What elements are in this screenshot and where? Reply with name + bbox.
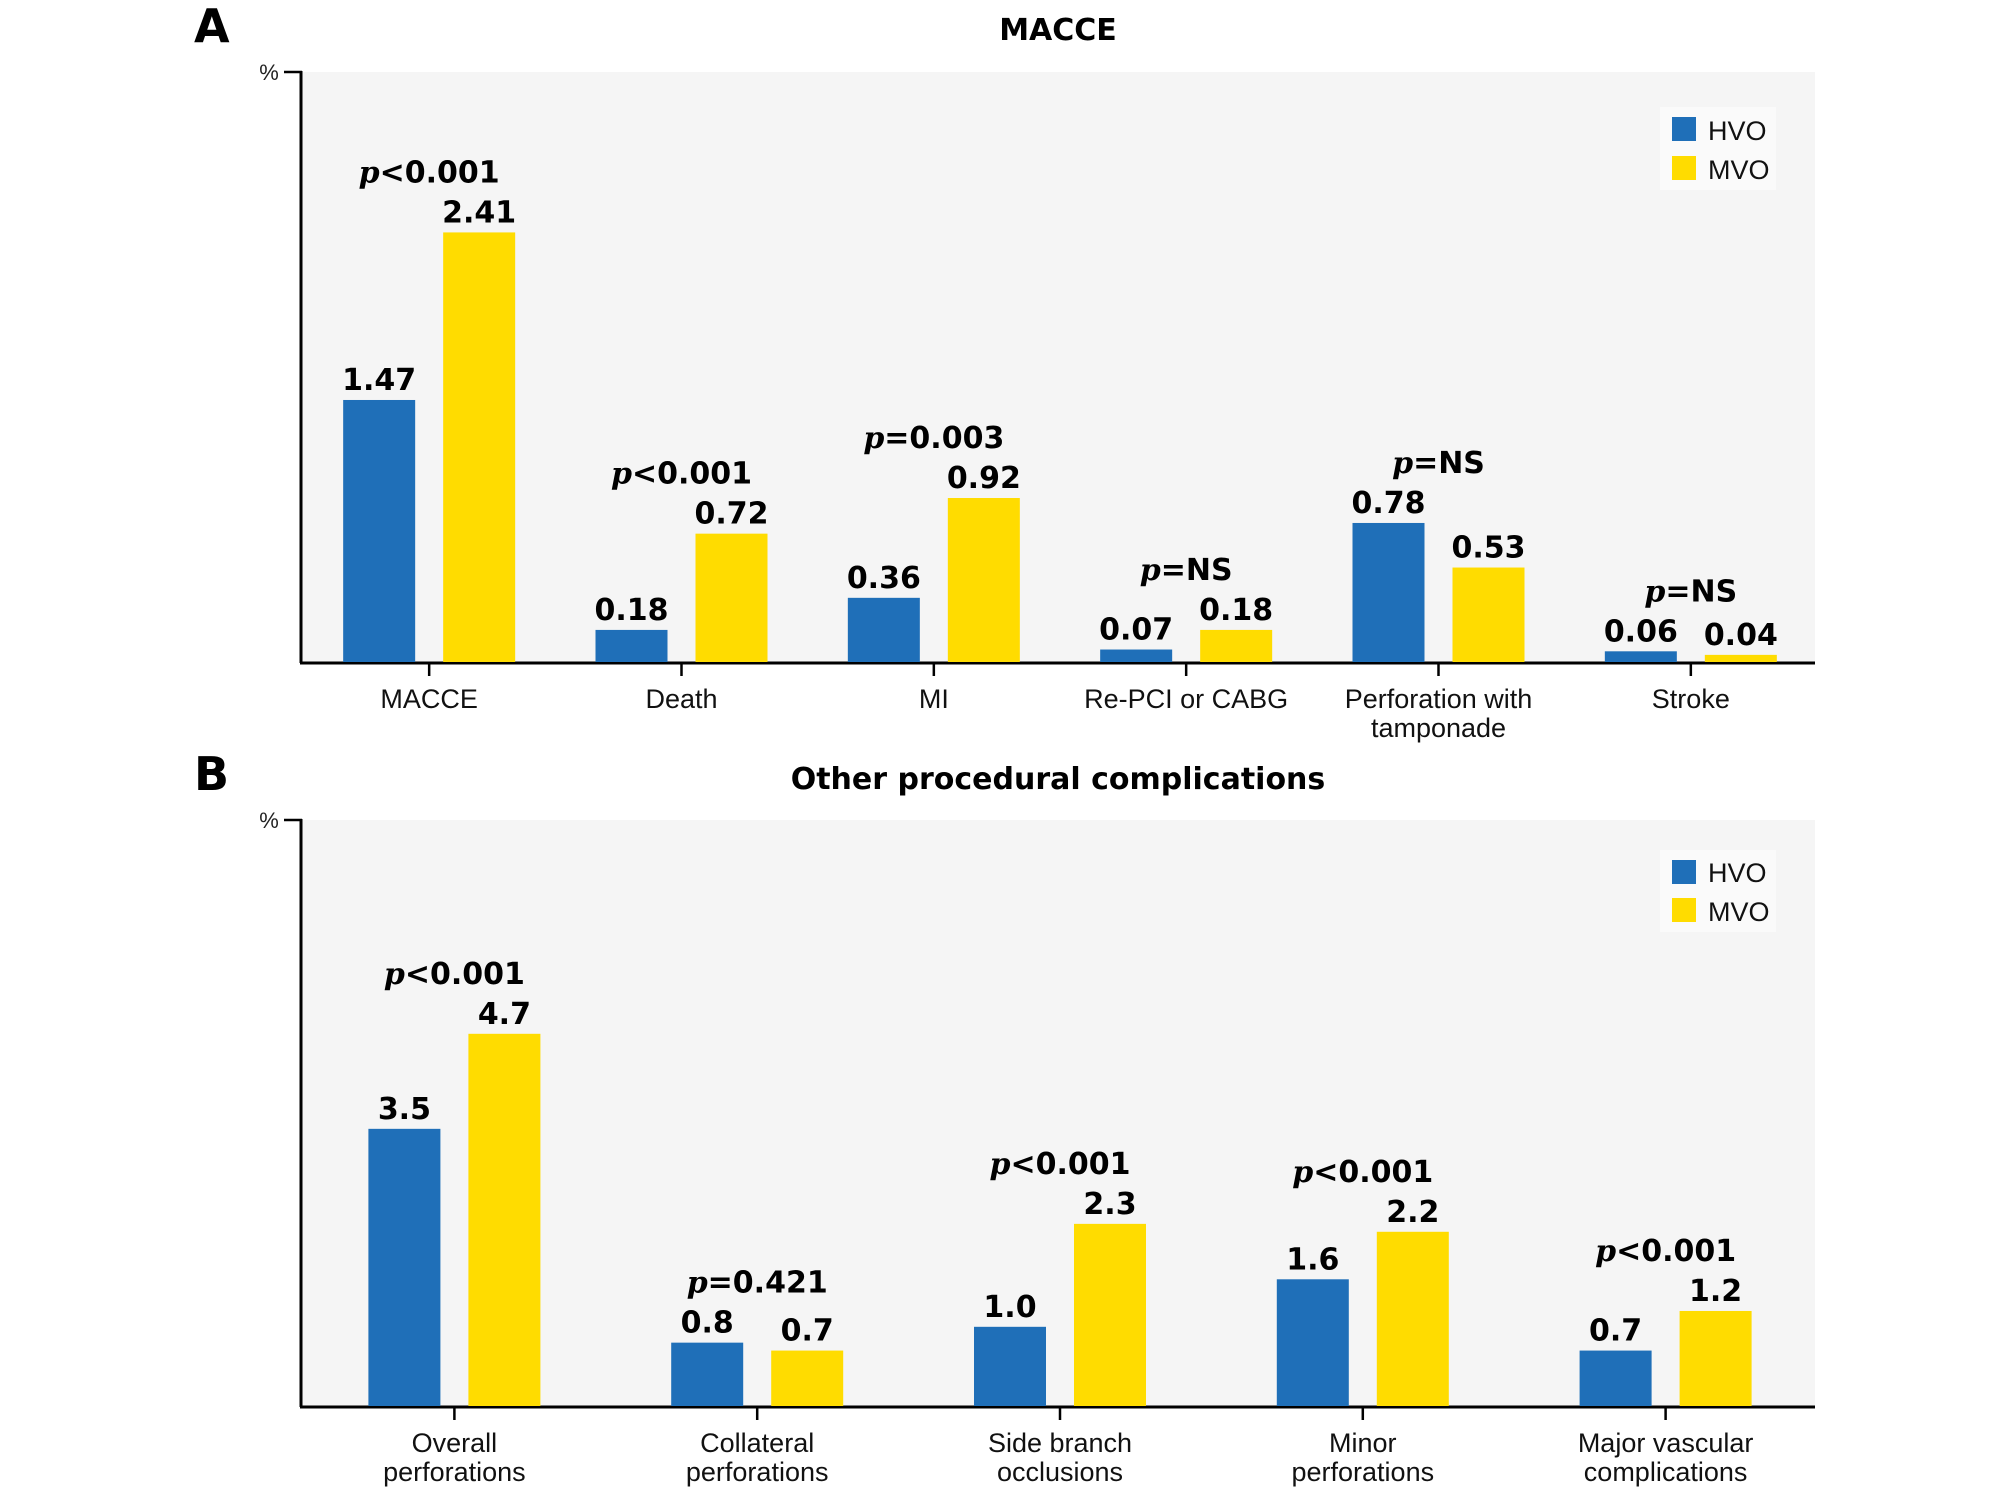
x-ticks: Overall perforations Collateral perforation… — [383, 1407, 1753, 1487]
bar-hvo — [1579, 1350, 1652, 1406]
p-value-annotation: p=NS — [1140, 553, 1233, 588]
bar-hvo — [1352, 522, 1425, 662]
bars — [343, 232, 1777, 662]
data-label: 2.41 — [442, 195, 516, 230]
bar-hvo — [974, 1326, 1046, 1406]
data-label: 1.0 — [983, 1290, 1036, 1325]
legend-label-mvo: MVO — [1708, 155, 1770, 185]
bar-mvo — [1074, 1223, 1146, 1406]
legend: HVO MVO — [1660, 107, 1776, 190]
data-label: 0.78 — [1351, 486, 1425, 521]
bar-mvo — [947, 498, 1020, 662]
p-value-annotation: p<0.001 — [1292, 1155, 1433, 1190]
data-label: 3.5 — [378, 1092, 431, 1127]
panel-b-title: Other procedural complications — [791, 762, 1326, 797]
bar-hvo — [343, 399, 416, 662]
p-value-annotation: p=NS — [1392, 446, 1485, 481]
x-tick-label: MI — [919, 684, 949, 714]
data-label: 2.2 — [1386, 1195, 1439, 1230]
panel-letter-a: A — [194, 0, 230, 53]
data-labels: 3.5 4.7 p<0.001 0.8 0.7 p=0.421 1.0 2.3 p<0.001 1… — [378, 957, 1742, 1349]
bar-hvo — [595, 629, 668, 662]
x-tick-label: Stroke — [1652, 684, 1730, 714]
bar-hvo — [1604, 651, 1677, 662]
data-label: 0.92 — [947, 461, 1021, 496]
p-value-annotation: p<0.001 — [989, 1147, 1130, 1182]
panel-a-title: MACCE — [999, 13, 1117, 48]
data-label: 0.04 — [1704, 618, 1778, 653]
x-tick-label: Overall perforations — [383, 1428, 526, 1487]
p-value-annotation: p<0.001 — [384, 957, 525, 992]
y-axis-unit-label: % — [259, 808, 279, 833]
x-tick-label: Re-PCI or CABG — [1084, 684, 1288, 714]
x-tick-label: Collateral perforations — [686, 1428, 829, 1487]
bar-mvo — [695, 533, 768, 662]
bar-mvo — [1704, 654, 1777, 662]
bar-hvo — [847, 597, 920, 662]
data-labels: 1.47 2.41 p<0.001 0.18 0.72 p<0.001 0.36 0.92 p=… — [342, 155, 1778, 652]
x-tick-label: Death — [645, 684, 717, 714]
bar-mvo — [1376, 1231, 1449, 1406]
p-value-annotation: p<0.001 — [611, 457, 752, 492]
p-value-annotation: p=0.003 — [863, 421, 1004, 456]
legend-swatch-hvo — [1672, 117, 1696, 141]
bar-hvo — [1276, 1279, 1349, 1406]
legend-label-hvo: HVO — [1708, 116, 1767, 146]
data-label: 1.6 — [1286, 1242, 1339, 1277]
data-label: 0.36 — [847, 561, 921, 596]
data-label: 0.18 — [1199, 593, 1273, 628]
x-ticks: MACCE Death MI Re-PCI or CABG Perforation wi… — [380, 663, 1730, 743]
bars — [368, 1033, 1752, 1406]
legend-label-mvo: MVO — [1708, 897, 1770, 927]
panel-letter-b: B — [194, 747, 229, 801]
p-value-annotation: p=0.421 — [687, 1266, 828, 1301]
x-tick-label: Major vascular complications — [1578, 1428, 1754, 1487]
data-label: 0.8 — [681, 1306, 734, 1341]
legend-swatch-mvo — [1672, 898, 1696, 922]
x-tick-label: Side branch occlusions — [988, 1428, 1132, 1487]
data-label: 0.7 — [781, 1314, 834, 1349]
p-value-annotation: p=NS — [1644, 574, 1737, 609]
bar-hvo — [368, 1128, 441, 1406]
legend-swatch-hvo — [1672, 860, 1696, 884]
data-label: 0.72 — [694, 497, 768, 532]
data-label: 4.7 — [478, 997, 531, 1032]
bar-mvo — [443, 232, 516, 662]
x-tick-label: Perforation with tamponade — [1345, 684, 1533, 743]
bar-hvo — [1100, 649, 1173, 662]
panel-b: B Other procedural complications % 3.5 4.… — [194, 747, 1815, 1487]
bar-hvo — [671, 1342, 744, 1406]
bar-mvo — [1200, 629, 1273, 662]
data-label: 1.2 — [1689, 1274, 1742, 1309]
data-label: 2.3 — [1083, 1187, 1136, 1222]
data-label: 0.06 — [1604, 614, 1678, 649]
bar-mvo — [771, 1350, 844, 1406]
x-tick-label: Minor perforations — [1292, 1428, 1435, 1487]
data-label: 1.47 — [342, 363, 416, 398]
legend: HVO MVO — [1660, 850, 1776, 932]
legend-label-hvo: HVO — [1708, 858, 1767, 888]
data-label: 0.7 — [1589, 1314, 1642, 1349]
plot-area — [301, 72, 1815, 662]
panel-a: A MACCE % 1.47 2.41 p<0.001 0.18 0.72 p<0.001… — [194, 0, 1815, 743]
p-value-annotation: p<0.001 — [1595, 1234, 1736, 1269]
data-label: 0.18 — [594, 593, 668, 628]
bar-mvo — [1679, 1310, 1752, 1406]
bar-mvo — [468, 1033, 541, 1406]
bar-mvo — [1452, 567, 1525, 662]
legend-swatch-mvo — [1672, 156, 1696, 180]
data-label: 0.53 — [1451, 531, 1525, 566]
y-axis-unit-label: % — [259, 60, 279, 85]
data-label: 0.07 — [1099, 613, 1173, 648]
plot-area — [301, 820, 1815, 1406]
p-value-annotation: p<0.001 — [359, 155, 500, 190]
x-tick-label: MACCE — [380, 684, 478, 714]
